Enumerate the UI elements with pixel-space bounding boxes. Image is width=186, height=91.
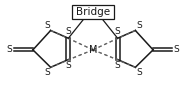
FancyBboxPatch shape [72,5,114,19]
Text: S: S [65,62,71,71]
Text: Bridge: Bridge [76,7,110,17]
Text: S: S [136,20,142,29]
Text: M: M [89,45,97,55]
Text: S: S [65,27,71,36]
Text: S: S [44,68,50,77]
Text: S: S [136,68,142,77]
Text: S: S [44,20,50,29]
Text: S: S [174,45,179,54]
Text: S: S [115,27,121,36]
Text: S: S [7,45,12,54]
Text: S: S [115,62,121,71]
